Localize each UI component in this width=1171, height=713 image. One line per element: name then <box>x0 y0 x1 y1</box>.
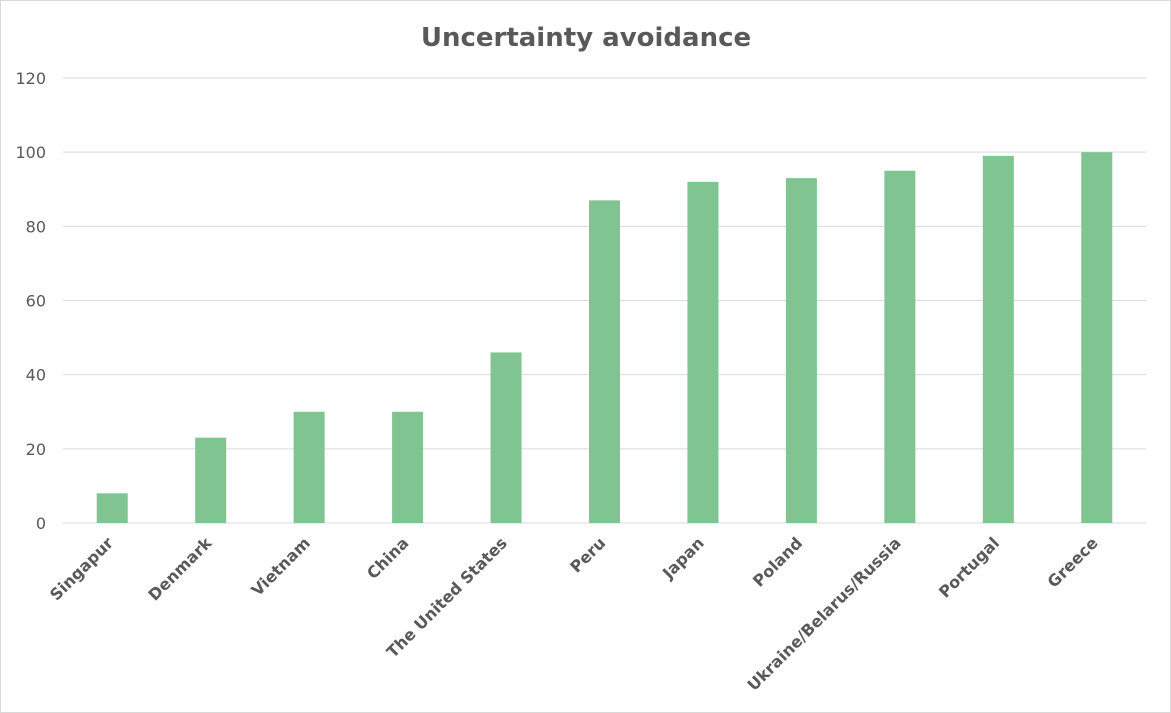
bar <box>96 493 128 523</box>
bar <box>785 178 817 523</box>
y-axis-tick-labels: 0 20 40 60 80 100 120 <box>15 69 46 533</box>
x-tick-label: Poland <box>749 533 806 590</box>
bar <box>293 411 325 523</box>
x-tick-label: China <box>363 533 412 582</box>
x-tick-label: Singapur <box>46 533 117 604</box>
x-tick-label: Portugal <box>935 533 1003 601</box>
chart-title: Uncertainty avoidance <box>421 23 751 53</box>
y-tick-label: 60 <box>26 292 46 311</box>
x-tick-label: Denmark <box>144 533 215 604</box>
bar <box>490 352 522 523</box>
x-tick-label: Vietnam <box>248 533 314 599</box>
y-tick-label: 100 <box>15 143 46 162</box>
bar <box>589 200 620 523</box>
y-tick-label: 0 <box>36 514 46 533</box>
bar <box>392 411 424 523</box>
y-tick-label: 20 <box>26 440 46 459</box>
x-tick-label: Greece <box>1044 533 1102 591</box>
bar <box>982 155 1014 523</box>
bars <box>96 152 1113 524</box>
bar <box>687 181 719 524</box>
bar <box>195 437 227 523</box>
y-tick-label: 120 <box>15 69 46 88</box>
bar <box>884 170 916 524</box>
y-tick-label: 40 <box>26 366 46 385</box>
bar <box>1081 152 1113 523</box>
x-tick-label: Peru <box>566 533 609 576</box>
y-tick-label: 80 <box>26 217 46 236</box>
x-tick-label: Japan <box>658 533 708 583</box>
